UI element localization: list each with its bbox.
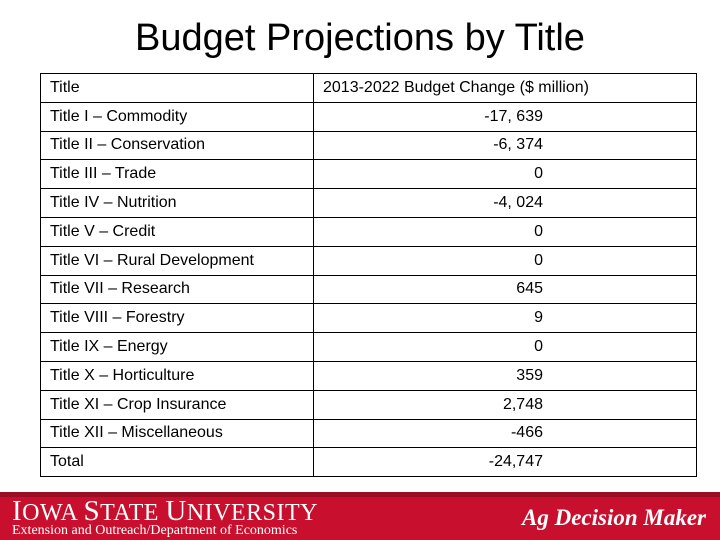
row-title: Title II – Conservation	[40, 130, 314, 161]
header-budget-change: 2013-2022 Budget Change ($ million)	[313, 73, 697, 103]
table-row: Title V – Credit 0	[40, 216, 697, 247]
row-value: 359	[516, 366, 543, 384]
row-value: 2,748	[502, 395, 543, 413]
table-row: Title II – Conservation -6, 374	[40, 130, 697, 161]
table-row: Title IV – Nutrition -4, 024	[40, 188, 697, 218]
row-title: Title VII – Research	[40, 274, 314, 305]
row-value: 0	[534, 338, 543, 356]
table-row: Title III – Trade 0	[40, 159, 697, 190]
table-row: Title XI – Crop Insurance 2,748	[40, 389, 697, 420]
row-title: Total	[40, 447, 314, 478]
ag-decision-maker-logo: Ag Decision Maker	[522, 505, 706, 530]
table-row: Title IX – Energy 0	[40, 332, 697, 362]
table-row: Title VII – Research 645	[40, 274, 697, 305]
row-value: -17, 639	[484, 107, 543, 125]
row-title: Title IX – Energy	[40, 332, 314, 362]
table-header-row: Title 2013-2022 Budget Change ($ million…	[40, 73, 697, 103]
row-value: -4, 024	[493, 194, 543, 212]
university-logo: IOWA STATE UNIVERSITY	[12, 497, 318, 527]
university-logo-text: IOWA STATE UNIVERSITY	[12, 495, 318, 527]
row-title: Title V – Credit	[40, 216, 314, 247]
row-value: -466	[510, 424, 543, 442]
row-title: Title I – Commodity	[40, 101, 314, 132]
row-title: Title XII – Miscellaneous	[40, 418, 314, 449]
row-value: 645	[516, 280, 543, 298]
row-value: -24,747	[488, 453, 543, 471]
table-row-total: Total -24,747	[40, 447, 697, 478]
footer-bar: IOWA STATE UNIVERSITY Extension and Outr…	[0, 492, 720, 540]
footer-subtitle: Extension and Outreach/Department of Eco…	[12, 523, 298, 538]
footer-band	[0, 492, 720, 497]
table-row: Title I – Commodity -17, 639	[40, 101, 697, 132]
table-row: Title X – Horticulture 359	[40, 360, 697, 391]
row-title: Title XI – Crop Insurance	[40, 389, 314, 420]
table-row: Title XII – Miscellaneous -466	[40, 418, 697, 449]
row-title: Title VIII – Forestry	[40, 303, 314, 334]
table-row: Title VI – Rural Development 0	[40, 245, 697, 276]
row-title: Title VI – Rural Development	[40, 245, 314, 276]
row-title: Title III – Trade	[40, 159, 314, 190]
budget-table: Title 2013-2022 Budget Change ($ million…	[40, 73, 697, 478]
header-title: Title	[40, 73, 314, 103]
page-title: Budget Projections by Title	[135, 17, 585, 59]
row-value: 0	[534, 222, 543, 240]
row-value: -6, 374	[493, 136, 543, 154]
row-value: 9	[534, 309, 543, 327]
table-row: Title VIII – Forestry 9	[40, 303, 697, 334]
row-value: 0	[534, 251, 543, 269]
row-value: 0	[534, 165, 543, 183]
row-title: Title IV – Nutrition	[40, 188, 314, 218]
row-title: Title X – Horticulture	[40, 360, 314, 391]
